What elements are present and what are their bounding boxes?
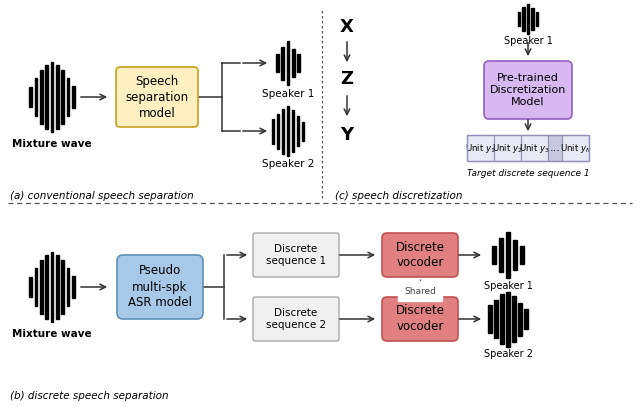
Bar bbox=[527, 4, 529, 34]
FancyBboxPatch shape bbox=[116, 67, 198, 127]
Bar bbox=[292, 110, 294, 152]
Bar bbox=[45, 255, 48, 319]
Text: Z: Z bbox=[340, 70, 353, 88]
FancyBboxPatch shape bbox=[467, 135, 494, 161]
Text: Unit $y_3$: Unit $y_3$ bbox=[519, 142, 550, 155]
Bar bbox=[40, 260, 43, 314]
Bar bbox=[518, 302, 522, 335]
Bar bbox=[45, 65, 48, 129]
FancyBboxPatch shape bbox=[253, 233, 339, 277]
Bar bbox=[506, 232, 510, 278]
FancyBboxPatch shape bbox=[521, 135, 548, 161]
Text: Shared: Shared bbox=[404, 287, 436, 295]
Text: Pre-trained
Discretization
Model: Pre-trained Discretization Model bbox=[490, 72, 566, 107]
FancyBboxPatch shape bbox=[494, 135, 521, 161]
Bar bbox=[51, 252, 54, 322]
Text: Discrete
sequence 2: Discrete sequence 2 bbox=[266, 308, 326, 330]
Bar bbox=[536, 12, 538, 26]
Bar bbox=[35, 268, 38, 306]
Bar bbox=[61, 260, 64, 314]
Bar bbox=[518, 12, 520, 26]
Text: (c) speech discretization: (c) speech discretization bbox=[335, 191, 463, 201]
FancyBboxPatch shape bbox=[382, 297, 458, 341]
Bar bbox=[56, 65, 59, 129]
Bar bbox=[35, 78, 38, 116]
Bar bbox=[72, 276, 75, 298]
Text: Mixture wave: Mixture wave bbox=[12, 329, 92, 339]
FancyBboxPatch shape bbox=[562, 135, 589, 161]
Text: X: X bbox=[340, 18, 354, 36]
Text: Speech
separation
model: Speech separation model bbox=[125, 74, 189, 120]
FancyBboxPatch shape bbox=[548, 135, 562, 161]
Bar bbox=[488, 305, 492, 333]
Bar bbox=[499, 238, 503, 272]
Bar bbox=[271, 118, 275, 144]
Bar bbox=[56, 255, 59, 319]
Text: Discrete
sequence 1: Discrete sequence 1 bbox=[266, 244, 326, 266]
Text: Mixture wave: Mixture wave bbox=[12, 139, 92, 149]
Text: Speaker 2: Speaker 2 bbox=[483, 349, 532, 359]
Text: Y: Y bbox=[340, 126, 353, 144]
Text: ...: ... bbox=[550, 143, 561, 153]
Bar bbox=[522, 7, 525, 31]
Bar bbox=[67, 268, 70, 306]
Bar bbox=[276, 114, 280, 149]
Bar bbox=[297, 54, 300, 72]
Bar bbox=[276, 54, 279, 72]
FancyBboxPatch shape bbox=[484, 61, 572, 119]
Text: (b) discrete speech separation: (b) discrete speech separation bbox=[10, 391, 168, 401]
Text: Speaker 2: Speaker 2 bbox=[262, 159, 314, 169]
Bar bbox=[29, 277, 32, 297]
Text: Pseudo
multi-spk
ASR model: Pseudo multi-spk ASR model bbox=[128, 265, 192, 309]
Bar bbox=[40, 70, 43, 124]
Bar bbox=[51, 62, 54, 132]
Text: (a) conventional speech separation: (a) conventional speech separation bbox=[10, 191, 194, 201]
FancyBboxPatch shape bbox=[253, 297, 339, 341]
Bar bbox=[296, 116, 300, 146]
Text: Speaker 1: Speaker 1 bbox=[484, 281, 532, 291]
Bar bbox=[61, 70, 64, 124]
Text: Speaker 1: Speaker 1 bbox=[262, 89, 314, 99]
Bar bbox=[506, 291, 509, 346]
FancyBboxPatch shape bbox=[117, 255, 203, 319]
Text: Target discrete sequence 1: Target discrete sequence 1 bbox=[467, 169, 589, 178]
Bar bbox=[524, 309, 527, 329]
Bar bbox=[29, 87, 32, 107]
Text: Discrete
vocoder: Discrete vocoder bbox=[396, 304, 445, 333]
Bar bbox=[282, 46, 284, 79]
Bar bbox=[494, 300, 498, 338]
Bar bbox=[72, 86, 75, 108]
Text: Unit $y_N$: Unit $y_N$ bbox=[559, 142, 591, 155]
Text: Unit $y_2$: Unit $y_2$ bbox=[492, 142, 523, 155]
Bar bbox=[287, 106, 289, 156]
Bar bbox=[292, 49, 294, 77]
Bar bbox=[513, 295, 516, 342]
Text: Unit $y_1$: Unit $y_1$ bbox=[465, 142, 496, 155]
Bar bbox=[287, 41, 289, 85]
Bar bbox=[282, 109, 284, 153]
Bar bbox=[513, 240, 517, 270]
Bar bbox=[301, 122, 305, 140]
Text: Discrete
vocoder: Discrete vocoder bbox=[396, 241, 445, 269]
Bar bbox=[67, 78, 70, 116]
Text: Speaker 1: Speaker 1 bbox=[504, 36, 552, 46]
Bar bbox=[500, 294, 504, 344]
Bar bbox=[520, 246, 524, 264]
Bar bbox=[531, 8, 534, 30]
Bar bbox=[492, 246, 496, 264]
FancyBboxPatch shape bbox=[382, 233, 458, 277]
